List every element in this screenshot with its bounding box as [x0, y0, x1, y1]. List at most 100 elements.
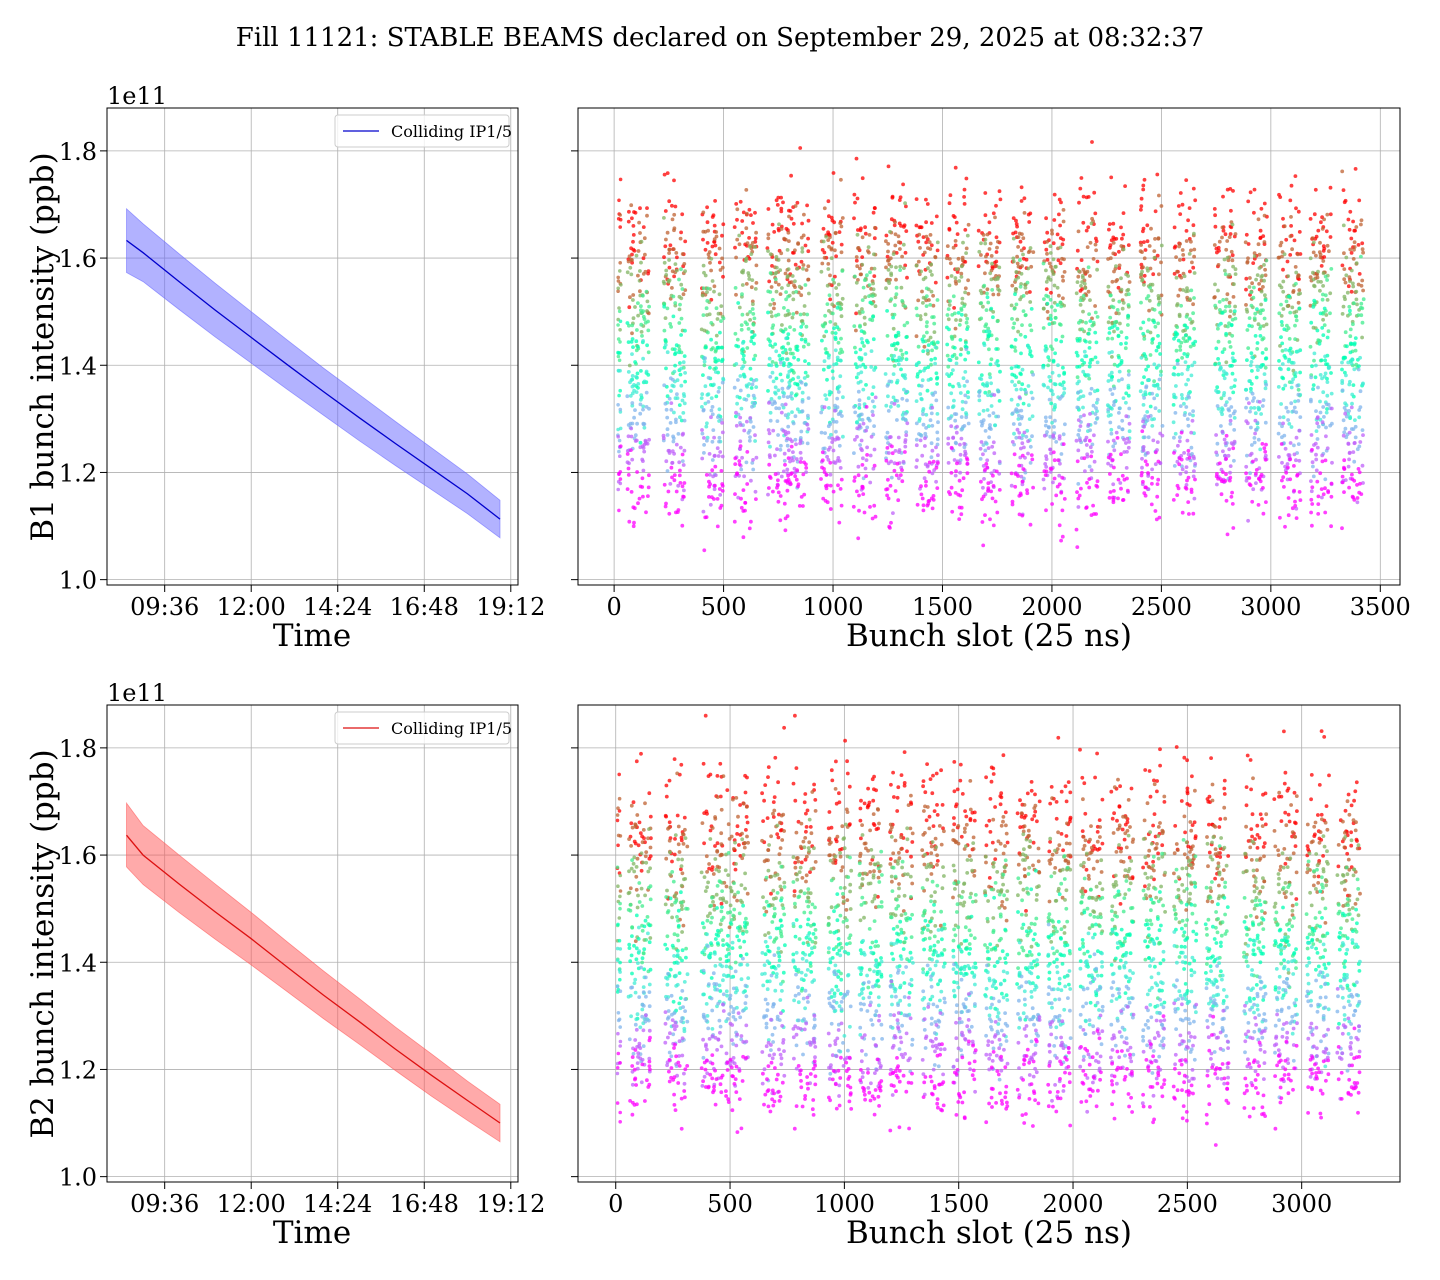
bunch-point	[804, 825, 809, 829]
bunch-point	[767, 279, 772, 284]
bunch-point	[830, 436, 835, 441]
bunch-point	[1251, 487, 1256, 492]
bunch-point	[792, 889, 797, 894]
bunch-point	[1011, 422, 1016, 426]
bunch-point	[917, 232, 922, 237]
bunch-point	[852, 405, 856, 409]
bunch-point	[966, 395, 971, 400]
bunch-point	[893, 220, 897, 225]
bunch-point	[1250, 391, 1255, 396]
bunch-point	[682, 354, 687, 358]
bunch-point	[1213, 282, 1217, 287]
bunch-point	[826, 199, 831, 204]
bunch-point	[675, 378, 680, 383]
bunch-point	[1224, 371, 1228, 376]
bunch-point	[748, 416, 753, 420]
bunch-point	[771, 323, 776, 328]
bunch-point	[662, 383, 667, 388]
bunch-point	[838, 466, 843, 470]
bunch-point	[751, 322, 756, 326]
bunch-point	[776, 195, 781, 200]
bunch-point	[964, 320, 969, 325]
bunch-point	[773, 472, 778, 477]
bunch-point	[749, 519, 753, 524]
bunch-point	[1173, 431, 1178, 436]
bunch-point	[787, 448, 791, 453]
bunch-point	[983, 191, 988, 195]
bunch-point	[783, 327, 788, 332]
bunch-point	[1252, 316, 1257, 321]
bunch-point	[1309, 497, 1314, 502]
bunch-point	[1318, 288, 1322, 293]
bunch-point	[946, 307, 951, 311]
bunch-point	[983, 237, 988, 242]
bunch-point	[1058, 461, 1062, 466]
bunch-point	[925, 503, 930, 508]
bunch-point	[829, 768, 834, 773]
bunch-point	[979, 253, 983, 257]
bunch-point	[787, 369, 792, 374]
x-tick-label: 19:12	[476, 1190, 545, 1218]
bunch-point	[1257, 400, 1262, 404]
bunch-point	[1231, 390, 1236, 395]
bunch-point	[665, 306, 670, 311]
bunch-point	[1349, 361, 1354, 366]
pilot-bunch-point	[616, 286, 620, 291]
bunch-point	[1087, 438, 1092, 443]
bunch-point	[1281, 216, 1285, 221]
bunch-point	[1079, 283, 1083, 288]
y-tick-label: 1.2	[59, 1056, 97, 1084]
bunch-point	[1077, 493, 1082, 498]
bunch-point	[1119, 225, 1123, 230]
bunch-point	[1019, 474, 1024, 479]
bunch-point	[1058, 223, 1062, 228]
bunch-point	[1346, 360, 1351, 365]
bunch-point	[978, 288, 983, 293]
bunch-point	[993, 499, 998, 504]
bunch-point	[1214, 450, 1219, 455]
bunch-point	[668, 482, 673, 486]
bunch-point	[928, 777, 933, 781]
bunch-point	[1308, 256, 1313, 261]
bunch-point	[746, 431, 751, 435]
bunch-point	[790, 315, 795, 320]
bunch-point	[920, 378, 925, 383]
bunch-point	[782, 725, 786, 730]
bunch-point	[852, 451, 856, 455]
bunch-point	[989, 277, 994, 282]
bunch-point	[683, 379, 687, 384]
bunch-point	[1226, 324, 1230, 329]
bunch-point	[979, 479, 983, 484]
bunch-point	[976, 264, 981, 269]
bunch-point	[710, 215, 715, 219]
bunch-point	[894, 265, 898, 270]
bunch-point	[857, 406, 862, 410]
bunch-point	[676, 508, 681, 512]
bunch-point	[1013, 349, 1018, 353]
bunch-point	[1055, 303, 1060, 307]
bunch-point	[631, 345, 635, 349]
bunch-point	[1058, 397, 1062, 401]
bunch-point	[985, 291, 989, 296]
bunch-point	[862, 278, 867, 282]
bunch-point	[1244, 405, 1248, 410]
bunch-point	[925, 388, 930, 393]
bunch-point	[957, 323, 962, 327]
bunch-point	[934, 479, 938, 484]
bunch-point	[1088, 428, 1092, 433]
bunch-point	[932, 809, 937, 813]
bunch-point	[1029, 328, 1034, 333]
bunch-point	[751, 425, 756, 429]
bunch-point	[1142, 273, 1147, 278]
bunch-point	[681, 411, 686, 415]
bunch-point	[826, 424, 831, 429]
bunch-point	[863, 322, 867, 327]
bunch-point	[1230, 253, 1235, 258]
pilot-bunch-point	[618, 177, 623, 182]
bunch-point	[708, 260, 712, 265]
bunch-point	[986, 446, 991, 450]
bunch-point	[859, 226, 863, 231]
bunch-point	[1245, 453, 1249, 458]
bunch-point	[709, 321, 714, 325]
bunch-point	[1057, 482, 1062, 487]
